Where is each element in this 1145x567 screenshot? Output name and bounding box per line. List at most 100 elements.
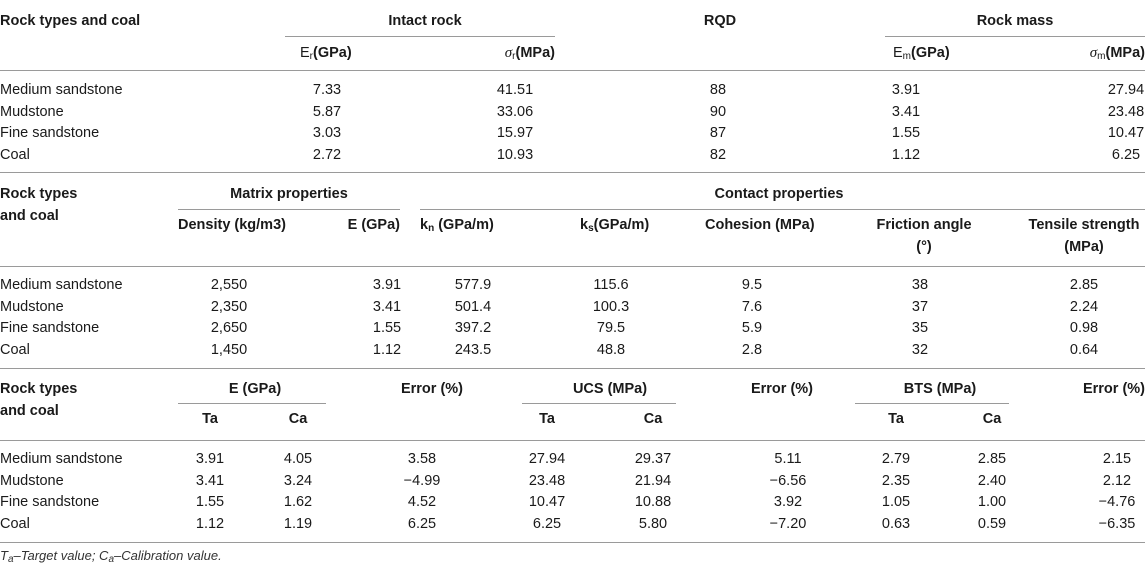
divider [178, 209, 400, 210]
cell-er: 2.72 [312, 146, 342, 163]
divider [420, 209, 1145, 210]
row-label: Coal [0, 341, 30, 358]
divider [285, 36, 555, 37]
cell-u_ta: 10.47 [528, 494, 566, 510]
cell-fric: 32 [911, 341, 929, 358]
cell-er: 3.03 [312, 125, 342, 141]
cell-ten: 2.24 [1069, 298, 1099, 315]
cell-fric: 35 [911, 320, 929, 336]
cell-e_ca: 1.62 [283, 494, 313, 510]
cell-b_err: −6.35 [1098, 515, 1136, 532]
col-header-rock-types-1: Rock types [0, 381, 78, 397]
col-header-bts-ca: Ca [982, 411, 1002, 427]
col-header-ks: ks(GPa/m) [580, 217, 650, 234]
cell-b_ta: 0.63 [881, 515, 911, 532]
cell-b_ta: 2.35 [881, 472, 911, 489]
divider [0, 70, 1145, 71]
cell-u_ca: 5.80 [638, 515, 668, 532]
cell-u_ta: 23.48 [528, 472, 566, 489]
footnote: Ta–Target value; Ca–Calibration value. [0, 548, 222, 565]
cell-u_ca: 21.94 [634, 472, 672, 489]
divider [885, 36, 1145, 37]
cell-density: 2,650 [210, 320, 248, 336]
cell-sm: 10.47 [1107, 125, 1145, 141]
col-header-sigma-r: σr(MPa) [504, 45, 555, 62]
cell-coh: 5.9 [741, 320, 763, 336]
cell-er: 7.33 [312, 82, 342, 98]
divider [0, 368, 1145, 369]
col-header-e-ca: Ca [288, 411, 308, 427]
cell-e_ca: 3.24 [283, 472, 313, 489]
col-header-er: Er(GPa) [300, 45, 352, 62]
cell-fric: 38 [911, 277, 929, 293]
row-label: Coal [0, 515, 30, 532]
cell-ks: 100.3 [592, 298, 630, 315]
row-label: Fine sandstone [0, 125, 100, 141]
cell-e: 1.55 [372, 320, 402, 336]
cell-rqd: 87 [709, 125, 727, 141]
cell-b_ta: 1.05 [881, 494, 911, 510]
cell-b_ca: 1.00 [977, 494, 1007, 510]
cell-ten: 0.64 [1069, 341, 1099, 358]
cell-u_ta: 6.25 [532, 515, 562, 532]
col-header-error-bts: Error (%) [1082, 381, 1145, 397]
divider [0, 440, 1145, 441]
row-label: Mudstone [0, 103, 64, 120]
cell-e_ta: 1.55 [195, 494, 225, 510]
row-label: Mudstone [0, 298, 64, 315]
cell-rqd: 82 [709, 146, 727, 163]
col-header-friction-2: (°) [916, 239, 932, 255]
cell-e: 3.41 [372, 298, 402, 315]
row-label: Medium sandstone [0, 277, 123, 293]
cell-u_err: −6.56 [769, 472, 807, 489]
group-header-bts: BTS (MPa) [903, 381, 977, 397]
cell-b_ca: 0.59 [977, 515, 1007, 532]
group-header-ucs: UCS (MPa) [572, 381, 648, 397]
col-header-cohesion: Cohesion (MPa) [705, 217, 815, 233]
col-header-rock-types: Rock types and coal [0, 13, 141, 29]
cell-b_err: −4.76 [1098, 494, 1136, 510]
cell-ks: 115.6 [593, 277, 629, 293]
cell-er: 5.87 [312, 103, 342, 120]
cell-e_ta: 3.41 [195, 472, 225, 489]
cell-density: 2,550 [210, 277, 248, 293]
cell-sr: 41.51 [496, 82, 534, 98]
cell-e: 1.12 [372, 341, 402, 358]
cell-e_ta: 3.91 [195, 451, 225, 467]
cell-kn: 243.5 [454, 341, 492, 358]
group-header-intact-rock: Intact rock [388, 13, 462, 29]
cell-coh: 9.5 [741, 277, 763, 293]
cell-u_ca: 29.37 [634, 451, 672, 467]
row-label: Mudstone [0, 472, 64, 489]
row-label: Medium sandstone [0, 451, 123, 467]
cell-sr: 33.06 [496, 103, 534, 120]
row-label: Fine sandstone [0, 494, 100, 510]
cell-e_ca: 1.19 [283, 515, 313, 532]
divider [0, 266, 1145, 267]
cell-u_ca: 10.88 [634, 494, 672, 510]
cell-kn: 501.4 [454, 298, 492, 315]
cell-u_err: 3.92 [773, 494, 803, 510]
col-header-e: E (GPa) [347, 217, 400, 233]
cell-coh: 2.8 [741, 341, 763, 358]
cell-u_err: 5.11 [774, 451, 802, 467]
row-label: Medium sandstone [0, 82, 123, 98]
cell-u_ta: 27.94 [528, 451, 566, 467]
row-label: Fine sandstone [0, 320, 100, 336]
cell-e_err: 3.58 [407, 451, 437, 467]
col-header-kn: kn (GPa/m) [420, 217, 494, 234]
row-label: Coal [0, 146, 30, 163]
cell-e_ta: 1.12 [195, 515, 225, 532]
col-header-friction-1: Friction angle [876, 217, 972, 233]
cell-ks: 48.8 [596, 341, 626, 358]
col-header-density: Density (kg/m3) [178, 217, 286, 233]
cell-density: 2,350 [210, 298, 248, 315]
cell-u_err: −7.20 [769, 515, 807, 532]
divider [0, 542, 1145, 543]
col-header-rock-types-2: and coal [0, 403, 59, 419]
col-header-rock-types-2: and coal [0, 208, 59, 224]
divider [855, 403, 1009, 404]
col-header-ucs-ca: Ca [643, 411, 663, 427]
col-header-rqd: RQD [703, 13, 737, 29]
cell-sm: 27.94 [1107, 82, 1145, 98]
